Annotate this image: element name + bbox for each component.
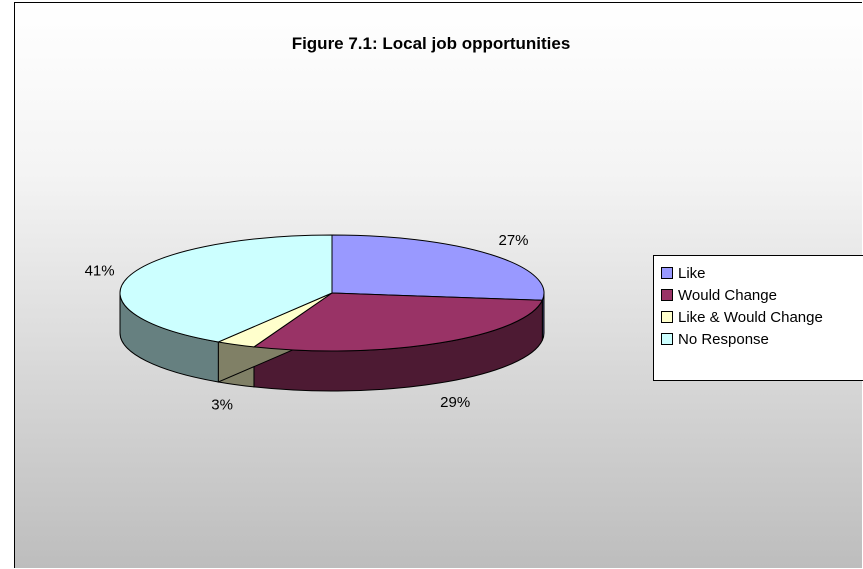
legend-swatch-would-change [661, 289, 673, 301]
slice-top-no-response [119, 234, 333, 343]
legend: Like Would Change Like & Would Change No… [653, 255, 863, 381]
legend-item-no-response: No Response [661, 328, 863, 350]
pie-labels: 27% 29% 3% 41% [85, 232, 529, 413]
legend-swatch-like [661, 267, 673, 279]
slice-top-like [331, 234, 545, 301]
legend-label-no-response: No Response [678, 330, 769, 348]
legend-label-would-change: Would Change [678, 286, 777, 304]
pct-label-like-and-would-change: 3% [211, 396, 233, 413]
legend-item-like: Like [661, 262, 863, 284]
pct-label-like: 27% [498, 232, 528, 249]
legend-item-would-change: Would Change [661, 284, 863, 306]
legend-swatch-no-response [661, 333, 673, 345]
chart-title: Figure 7.1: Local job opportunities [292, 34, 571, 53]
pct-label-no-response: 41% [85, 263, 115, 280]
legend-label-like: Like [678, 264, 706, 282]
legend-item-like-and-would-change: Like & Would Change [661, 306, 863, 328]
pct-label-would-change: 29% [440, 394, 470, 411]
legend-label-like-and-would-change: Like & Would Change [678, 308, 823, 326]
slice-top-would-change [252, 292, 544, 352]
pie-tops [119, 234, 545, 352]
legend-swatch-like-and-would-change [661, 311, 673, 323]
